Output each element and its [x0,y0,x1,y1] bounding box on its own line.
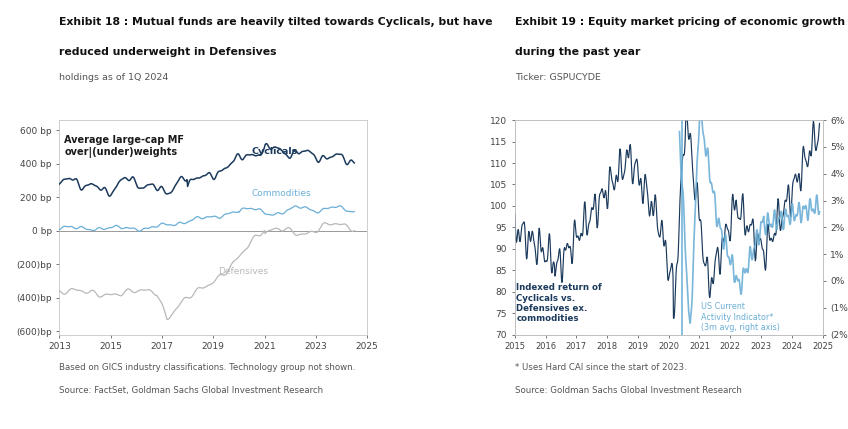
Text: Ticker: GSPUCYDE: Ticker: GSPUCYDE [515,73,600,82]
Text: Average large-cap MF
over|(under)weights: Average large-cap MF over|(under)weights [64,135,185,158]
Text: Defensives: Defensives [219,267,268,276]
Text: holdings as of 1Q 2024: holdings as of 1Q 2024 [59,73,169,82]
Text: during the past year: during the past year [515,47,640,57]
Text: * Uses Hard CAI since the start of 2023.: * Uses Hard CAI since the start of 2023. [515,363,687,372]
Text: Indexed return of
Cyclicals vs.
Defensives ex.
commodities: Indexed return of Cyclicals vs. Defensiv… [516,283,602,323]
Text: Exhibit 19 : Equity market pricing of economic growth has improved sharply: Exhibit 19 : Equity market pricing of ec… [515,17,848,27]
Text: Source: FactSet, Goldman Sachs Global Investment Research: Source: FactSet, Goldman Sachs Global In… [59,386,323,395]
Text: reduced underweight in Defensives: reduced underweight in Defensives [59,47,276,57]
Text: Exhibit 18 : Mutual funds are heavily tilted towards Cyclicals, but have: Exhibit 18 : Mutual funds are heavily ti… [59,17,493,27]
Text: Source: Goldman Sachs Global Investment Research: Source: Goldman Sachs Global Investment … [515,386,742,395]
Text: Based on GICS industry classifications. Technology group not shown.: Based on GICS industry classifications. … [59,363,355,372]
Text: Cyclicals: Cyclicals [252,147,298,156]
Text: Commodities: Commodities [252,188,311,197]
Text: US Current
Activity Indicator*
(3m avg, right axis): US Current Activity Indicator* (3m avg, … [701,302,780,332]
